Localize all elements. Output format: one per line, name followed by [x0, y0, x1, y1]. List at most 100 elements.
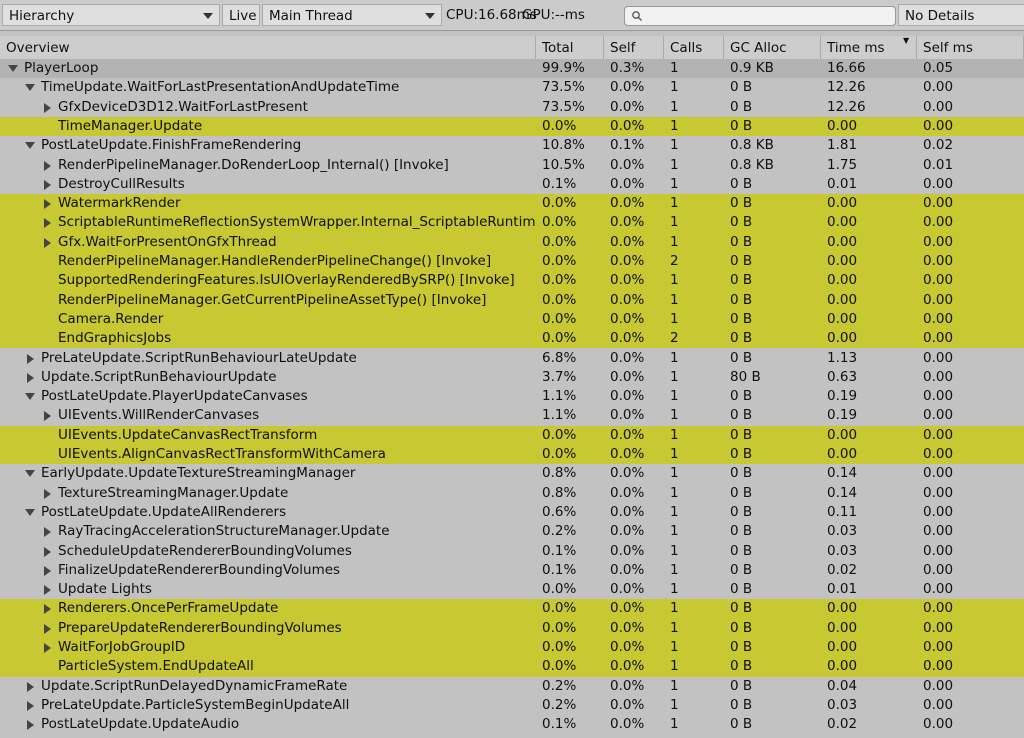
- sample-value: 0 B: [730, 98, 753, 115]
- hierarchy-row[interactable]: PrepareUpdateRendererBoundingVolumes 0.0%…: [0, 618, 1024, 638]
- expand-arrow[interactable]: [44, 199, 51, 210]
- hierarchy-row[interactable]: Gfx.WaitForPresentOnGfxThread 0.0% 0.0% 1 0 …: [0, 232, 1024, 252]
- expand-arrow[interactable]: [25, 84, 35, 92]
- live-label: Live: [229, 8, 257, 24]
- expand-arrow[interactable]: [27, 372, 34, 383]
- hierarchy-row[interactable]: TimeManager.Update 0.0% 0.0% 1 0 B 0.00 0.00: [0, 116, 1024, 137]
- expand-arrow[interactable]: [44, 585, 51, 596]
- sample-value: 0.0%: [610, 156, 645, 173]
- column-title[interactable]: Overview: [0, 36, 536, 59]
- hierarchy-row[interactable]: TimeUpdate.WaitForLastPresentationAndUpd…: [0, 78, 1024, 98]
- hierarchy-row[interactable]: ParticleSystem.EndUpdateAll 0.0% 0.0% 1 0 B 0…: [0, 657, 1024, 677]
- column-title[interactable]: Self: [604, 36, 664, 59]
- expand-arrow[interactable]: [27, 720, 34, 731]
- column-title[interactable]: Time ms: [821, 36, 917, 59]
- search-field[interactable]: [624, 6, 896, 26]
- hierarchy-row[interactable]: PreLateUpdate.ParticleSystemBeginUpdateA…: [0, 695, 1024, 716]
- hierarchy-row[interactable]: EndGraphicsJobs 0.0% 0.0% 2 0 B 0.00 0.00: [0, 329, 1024, 349]
- expand-arrow[interactable]: [25, 393, 35, 401]
- sample-value: 10.5%: [542, 156, 585, 173]
- hierarchy-row[interactable]: UIEvents.WillRenderCanvases 1.1% 0.0% 1 0 B 0…: [0, 406, 1024, 426]
- expand-arrow[interactable]: [44, 237, 51, 248]
- details-dropdown[interactable]: No Details: [898, 4, 1024, 26]
- expand-arrow[interactable]: [27, 700, 34, 711]
- sample-value: 0.00: [923, 330, 954, 347]
- expand-arrow[interactable]: [27, 353, 34, 364]
- live-button[interactable]: Live: [222, 4, 260, 26]
- expand-arrow[interactable]: [44, 565, 51, 576]
- hierarchy-row[interactable]: Update.ScriptRunBehaviourUpdate 3.7% 0.0% 1…: [0, 367, 1024, 388]
- hierarchy-row[interactable]: TextureStreamingManager.Update 0.8% 0.0% 1 0…: [0, 483, 1024, 503]
- hierarchy-row[interactable]: SupportedRenderingFeatures.IsUIOverlayRe…: [0, 271, 1024, 291]
- hierarchy-row[interactable]: UIEvents.AlignCanvasRectTransformWithCam…: [0, 445, 1024, 465]
- expand-arrow[interactable]: [25, 142, 35, 150]
- search-icon: [632, 11, 642, 21]
- hierarchy-row[interactable]: EarlyUpdate.UpdateTextureStreamingManage…: [0, 464, 1024, 484]
- sample-value: 0.00: [923, 310, 954, 327]
- expand-arrow[interactable]: [44, 102, 51, 113]
- sample-value: 0.0%: [542, 426, 577, 443]
- expand-arrow[interactable]: [44, 179, 51, 190]
- expand-arrow[interactable]: [44, 623, 51, 634]
- hierarchy-row[interactable]: PlayerLoop 99.9% 0.3% 1 0.9 KB 16.66 0.05: [0, 59, 1024, 79]
- expand-arrow[interactable]: [44, 527, 51, 538]
- hierarchy-row[interactable]: Renderers.OncePerFrameUpdate 0.0% 0.0% 1 0 B…: [0, 599, 1024, 619]
- expand-arrow[interactable]: [27, 681, 34, 692]
- hierarchy-row[interactable]: PostLateUpdate.PlayerUpdateCanvases 1.1% 0…: [0, 387, 1024, 407]
- column-title[interactable]: GC Alloc: [724, 36, 821, 59]
- hierarchy-row[interactable]: Camera.Render 0.0% 0.0% 1 0 B 0.00 0.00: [0, 309, 1024, 330]
- column-title[interactable]: Total: [536, 36, 604, 59]
- sample-value: 0.00: [923, 195, 954, 212]
- sample-value: 0 B: [730, 639, 753, 655]
- hierarchy-row[interactable]: WatermarkRender 0.0% 0.0% 1 0 B 0.00 0.00: [0, 194, 1024, 214]
- hierarchy-row[interactable]: PostLateUpdate.UpdateAllRenderers 0.6% 0.0…: [0, 502, 1024, 523]
- sample-value: 0.2%: [542, 677, 577, 694]
- hierarchy-row[interactable]: FinalizeUpdateRendererBoundingVolumes 0.1…: [0, 560, 1024, 581]
- hierarchy-row[interactable]: GfxDeviceD3D12.WaitForLastPresent 73.5% 0.…: [0, 97, 1024, 117]
- sample-value: 0.0%: [610, 581, 645, 598]
- expand-arrow[interactable]: [44, 218, 51, 229]
- hierarchy-row[interactable]: ScheduleUpdateRendererBoundingVolumes 0.1…: [0, 541, 1024, 561]
- sample-name: RenderPipelineManager.GetCurrentPipeline…: [58, 291, 487, 308]
- sample-value: 0 B: [730, 523, 753, 540]
- hierarchy-row[interactable]: PreLateUpdate.ScriptRunBehaviourLateUpda…: [0, 348, 1024, 368]
- expand-arrow[interactable]: [44, 546, 51, 557]
- expand-arrow[interactable]: [44, 643, 51, 653]
- hierarchy-row[interactable]: RenderPipelineManager.DoRenderLoop_Inter…: [0, 155, 1024, 175]
- expand-arrow[interactable]: [44, 604, 51, 615]
- sample-value: 73.5%: [542, 98, 585, 115]
- column-title[interactable]: Self ms: [917, 36, 1024, 59]
- sample-value: 0.1%: [610, 137, 645, 154]
- sample-value: 0.0%: [610, 503, 645, 520]
- sample-value: 0.05: [923, 60, 954, 76]
- hierarchy-row[interactable]: RenderPipelineManager.GetCurrentPipeline…: [0, 290, 1024, 310]
- expand-arrow[interactable]: [25, 508, 35, 516]
- hierarchy-row[interactable]: ScriptableRuntimeReflectionSystemWrapper…: [0, 213, 1024, 233]
- sample-name: FinalizeUpdateRendererBoundingVolumes: [58, 561, 341, 578]
- expand-arrow[interactable]: [25, 470, 35, 478]
- sample-name: EarlyUpdate.UpdateTextureStreamingManage…: [41, 465, 356, 482]
- expand-arrow[interactable]: [44, 411, 51, 422]
- sample-value: 0.00: [827, 253, 858, 269]
- sample-value: 0.0%: [610, 349, 645, 366]
- sample-value: 0.00: [923, 233, 954, 250]
- thread-dropdown[interactable]: Main Thread: [262, 4, 442, 26]
- sample-value: 0.8 KB: [730, 137, 774, 154]
- hierarchy-row[interactable]: Update Lights 0.0% 0.0% 1 0 B 0.01 0.00: [0, 580, 1024, 600]
- hierarchy-row[interactable]: PostLateUpdate.UpdateAudio 0.1% 0.0% 1 0 B 0.…: [0, 715, 1024, 735]
- hierarchy-row[interactable]: WaitForJobGroupID 0.0% 0.0% 1 0 B 0.00 0.00: [0, 638, 1024, 658]
- sample-name: RenderPipelineManager.HandleRenderPipeli…: [58, 253, 492, 269]
- hierarchy-row[interactable]: RayTracingAccelerationStructureManager.U…: [0, 522, 1024, 542]
- view-dropdown[interactable]: Hierarchy: [2, 4, 220, 26]
- hierarchy-row[interactable]: PostLateUpdate.FinishFrameRendering 10.8%…: [0, 136, 1024, 156]
- sample-value: 0.00: [827, 310, 858, 327]
- hierarchy-row[interactable]: Update.ScriptRunDelayedDynamicFrameRate 0…: [0, 676, 1024, 696]
- expand-arrow[interactable]: [8, 65, 18, 72]
- expand-arrow[interactable]: [44, 160, 51, 171]
- sample-value: 0.00: [923, 426, 954, 443]
- column-title[interactable]: Calls: [664, 36, 724, 59]
- expand-arrow[interactable]: [44, 488, 51, 499]
- hierarchy-row[interactable]: DestroyCullResults 0.1% 0.0% 1 0 B 0.01 0.00: [0, 174, 1024, 195]
- hierarchy-row[interactable]: RenderPipelineManager.HandleRenderPipeli…: [0, 252, 1024, 272]
- hierarchy-row[interactable]: UIEvents.UpdateCanvasRectTransform 0.0% 0.…: [0, 425, 1024, 445]
